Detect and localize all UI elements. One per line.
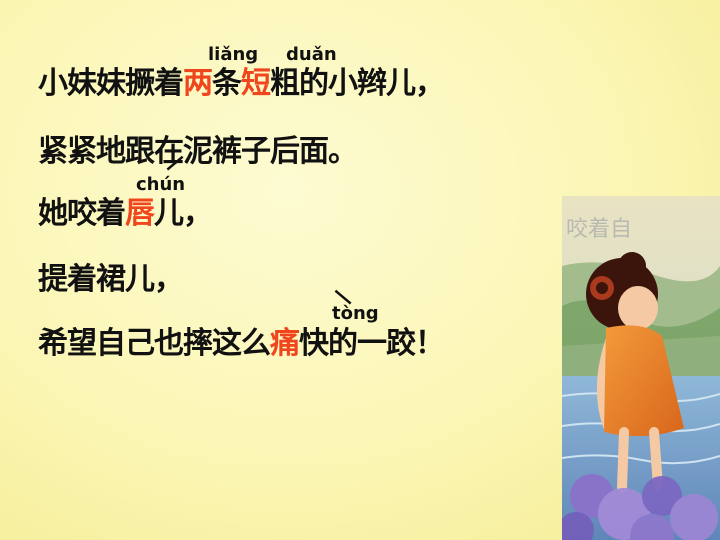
poem-line-2: 紧紧地跟在泥裤子后面。 — [38, 134, 358, 170]
pinyin-tong: tòng — [332, 303, 379, 324]
line1-text-b: 条 — [212, 66, 242, 101]
line5-text-a: 希望自己也摔这么 — [38, 326, 271, 361]
line3-text-a: 她咬着 — [38, 196, 126, 231]
highlight-word-chun: 唇 — [125, 196, 155, 231]
background-faded-text: 咬着自 — [566, 217, 632, 242]
poem-line-4: 提着裙儿， — [38, 262, 184, 298]
line1-text-c: 粗的小辫儿， — [270, 66, 445, 101]
highlight-word-liang: 两 — [183, 66, 213, 101]
line5-text-b: 快的一跤！ — [299, 326, 445, 361]
highlight-word-duan: 短 — [241, 66, 271, 101]
poem-line-5: 希望自己也摔这么痛快的一跤！ — [38, 326, 445, 362]
line1-text-a: 小妹妹撅着 — [38, 66, 184, 101]
pinyin-liang: liǎng — [208, 44, 259, 65]
line4-text: 提着裙儿， — [38, 262, 184, 297]
girl-illustration-svg: 咬着自 — [562, 196, 720, 540]
pinyin-duan: duǎn — [286, 44, 337, 65]
line2-text: 紧紧地跟在泥裤子后面。 — [38, 134, 358, 169]
poem-line-3: 她咬着唇儿， — [38, 196, 213, 232]
highlight-word-tong: 痛 — [270, 326, 300, 361]
poem-line-1: 小妹妹撅着两条短粗的小辫儿， — [38, 66, 445, 102]
line3-text-b: 儿， — [154, 196, 213, 231]
girl-illustration: 咬着自 — [562, 196, 720, 540]
pinyin-chun: chún — [136, 174, 186, 195]
